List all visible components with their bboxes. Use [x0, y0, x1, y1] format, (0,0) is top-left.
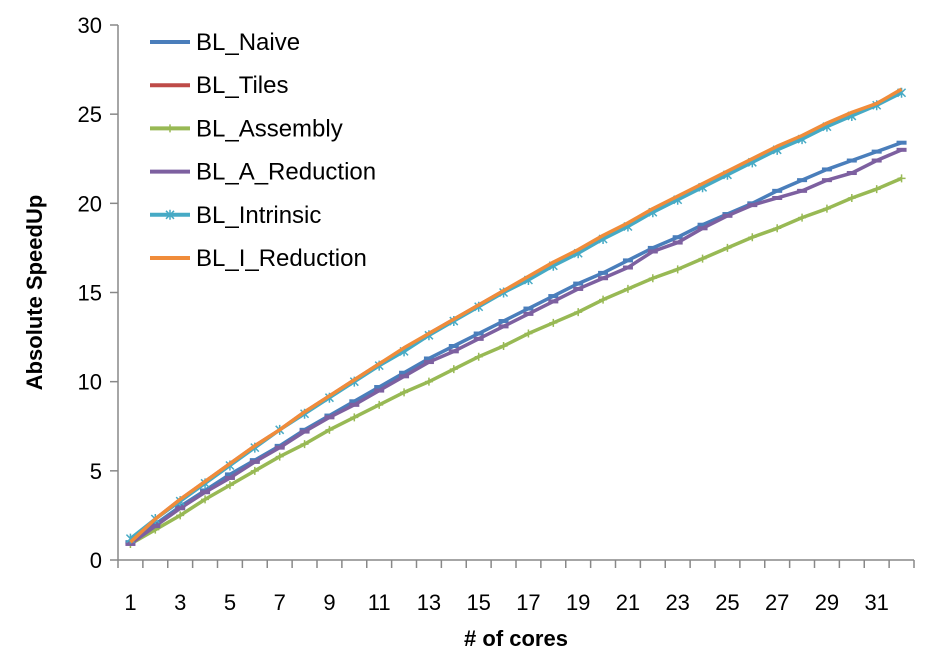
data-point	[847, 193, 856, 202]
y-tick-label: 10	[78, 370, 102, 395]
x-tick-label: 19	[566, 590, 590, 615]
x-tick-label: 27	[765, 590, 789, 615]
legend-label: BL_I_Reduction	[196, 245, 367, 272]
legend-label: BL_Intrinsic	[196, 202, 321, 229]
data-point	[723, 243, 732, 252]
legend-item: BL_Tiles	[150, 72, 288, 99]
data-point	[599, 295, 608, 304]
x-tick-label: 31	[864, 590, 888, 615]
y-tick-label: 20	[78, 191, 102, 216]
series-layer	[125, 87, 907, 548]
x-tick-label: 5	[224, 590, 236, 615]
data-point	[474, 352, 483, 361]
data-point	[549, 318, 558, 327]
x-tick-label: 25	[715, 590, 739, 615]
data-point	[698, 254, 707, 263]
x-axis-title: # of cores	[464, 626, 568, 651]
data-point	[350, 413, 359, 422]
series-bl-i-reduction	[129, 87, 903, 544]
data-point	[574, 308, 583, 317]
data-point	[400, 388, 409, 397]
legend-item: BL_Assembly	[150, 115, 343, 142]
data-point	[225, 481, 234, 490]
legend-marker	[165, 209, 175, 220]
series-bl-assembly	[126, 174, 906, 548]
data-point	[449, 365, 458, 374]
y-tick-label: 5	[90, 459, 102, 484]
legend-label: BL_Naive	[196, 29, 300, 56]
data-point	[176, 511, 185, 520]
legend-item: BL_I_Reduction	[150, 245, 367, 272]
x-tick-label: 3	[174, 590, 186, 615]
x-tick-label: 13	[417, 590, 441, 615]
data-point	[872, 185, 881, 194]
x-tick-label: 11	[368, 590, 391, 615]
y-tick-label: 30	[78, 13, 102, 38]
data-point	[822, 204, 831, 213]
data-point	[897, 174, 906, 183]
data-point	[673, 265, 682, 274]
data-point	[375, 400, 384, 409]
data-point	[499, 342, 508, 350]
data-point	[201, 495, 210, 504]
x-tick-label: 1	[124, 590, 136, 615]
legend-label: BL_Tiles	[196, 72, 288, 99]
series-line	[129, 176, 903, 546]
data-point	[424, 377, 433, 386]
data-point	[748, 233, 757, 242]
legend-label: BL_Assembly	[196, 115, 343, 142]
data-point	[773, 224, 782, 233]
series-line	[129, 87, 903, 544]
legend-item: BL_Intrinsic	[150, 202, 321, 229]
x-tick-label: 9	[323, 590, 335, 615]
data-point	[325, 425, 334, 434]
data-point	[275, 452, 284, 461]
y-axis-title: Absolute SpeedUp	[22, 195, 47, 391]
x-tick-label: 29	[815, 590, 839, 615]
legend-label: BL_A_Reduction	[196, 159, 376, 186]
data-point	[648, 274, 657, 283]
x-tick-label: 21	[616, 590, 640, 615]
x-tick-label: 7	[274, 590, 286, 615]
data-point	[798, 213, 807, 222]
x-tick-label: 17	[516, 590, 540, 615]
legend: BL_Naive BL_Tiles BL_Assembly BL_A_Reductio…	[150, 29, 376, 272]
data-point	[623, 284, 632, 293]
y-tick-label: 25	[78, 102, 102, 127]
data-point	[524, 329, 533, 338]
data-point	[300, 440, 309, 449]
legend-marker	[166, 124, 174, 133]
series-bl-a-reduction	[125, 147, 907, 546]
legend-item: BL_Naive	[150, 29, 300, 56]
x-tick-label: 15	[466, 590, 490, 615]
legend-item: BL_A_Reduction	[150, 159, 376, 186]
y-tick-label: 0	[90, 548, 102, 573]
data-point	[250, 466, 259, 475]
y-tick-label: 15	[78, 281, 102, 306]
x-tick-label: 23	[665, 590, 689, 615]
